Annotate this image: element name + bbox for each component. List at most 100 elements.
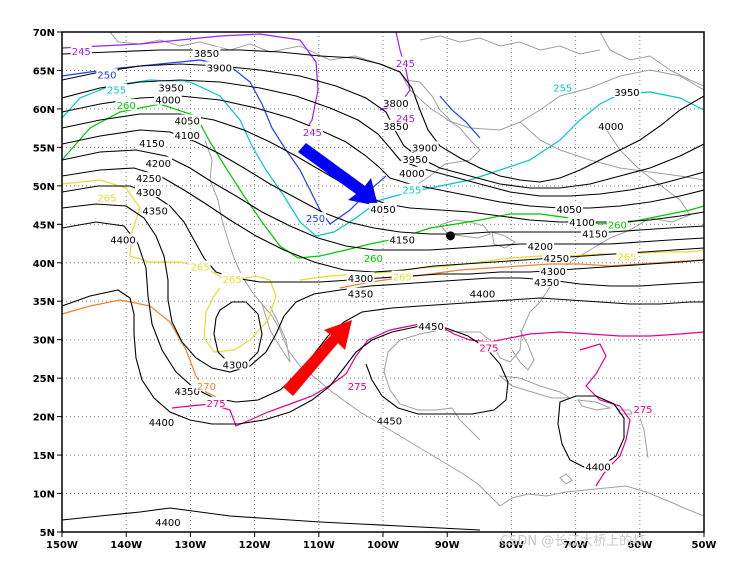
height-contour-label: 4050 <box>555 202 583 216</box>
height-contour-label: 4250 <box>542 252 571 265</box>
svg-text:4300: 4300 <box>540 267 565 278</box>
lat-tick-label: 20N <box>33 413 55 424</box>
lon-tick-label: 120W <box>239 540 271 551</box>
height-contour-label: 3950 <box>401 152 429 166</box>
svg-text:245: 245 <box>396 114 415 125</box>
lat-tick-label: 55N <box>33 143 55 154</box>
temperature-contour-label: 245 <box>301 126 323 139</box>
svg-text:4000: 4000 <box>598 122 623 133</box>
height-contour-label: 4350 <box>141 204 169 217</box>
lon-tick-label: 70W <box>563 540 588 551</box>
northwesterly-flow-arrow <box>298 143 378 206</box>
height-contour-label: 4400 <box>154 516 182 529</box>
height-contour-label: 4000 <box>597 119 625 133</box>
svg-text:4100: 4100 <box>569 218 594 229</box>
svg-text:255: 255 <box>553 83 572 94</box>
lat-tick-label: 60N <box>33 105 55 116</box>
temperature-contour-label: 265 <box>616 250 638 264</box>
svg-text:3900: 3900 <box>412 143 437 154</box>
temperature-contour-label: 260 <box>362 252 384 265</box>
lon-tick-label: 100W <box>367 540 399 551</box>
lon-tick-label: 90W <box>435 540 460 551</box>
svg-text:4100: 4100 <box>174 131 199 142</box>
lon-tick-label: 110W <box>303 540 335 551</box>
latitude-axis: 70N 65N 60N 55N 50N 45N 40N 35N 30N 25N 20N 15N 10N 5… <box>33 28 62 539</box>
temperature-contour-label: 265 <box>391 270 413 284</box>
svg-text:4000: 4000 <box>399 169 424 180</box>
height-contour-label: 4350 <box>173 385 201 398</box>
svg-text:250: 250 <box>306 214 325 225</box>
svg-text:4300: 4300 <box>348 274 373 285</box>
svg-text:245: 245 <box>303 128 322 139</box>
temperature-contour-label: 265 <box>221 272 243 286</box>
lon-tick-label: 50W <box>692 540 717 551</box>
svg-text:4250: 4250 <box>544 254 569 265</box>
svg-text:3850: 3850 <box>194 49 219 60</box>
lat-lon-grid <box>62 32 704 532</box>
temperature-contour-label: 260 <box>115 99 137 112</box>
svg-text:265: 265 <box>617 253 636 264</box>
height-contour-label: 4050 <box>369 202 397 216</box>
lat-tick-label: 35N <box>33 297 55 308</box>
lat-tick-label: 40N <box>33 259 55 270</box>
height-contour-label: 4400 <box>147 416 176 429</box>
temperature-contour-label: 245 <box>394 56 417 70</box>
temperature-contour-label: 275 <box>205 396 227 410</box>
svg-text:4000: 4000 <box>155 96 180 107</box>
temperature-contour-label: 255 <box>552 81 574 94</box>
svg-text:275: 275 <box>479 343 498 354</box>
height-contour-label: 4400 <box>109 233 137 247</box>
height-contour-label: 4200 <box>144 156 173 170</box>
height-contour-label: 4350 <box>346 287 375 301</box>
height-contour-label: 4300 <box>346 272 375 285</box>
svg-text:260: 260 <box>117 101 136 112</box>
svg-text:265: 265 <box>223 275 242 286</box>
height-contour-label: 4150 <box>581 227 609 241</box>
temperature-contour-label: 245 <box>394 112 417 125</box>
svg-text:4400: 4400 <box>585 463 610 474</box>
svg-text:4250: 4250 <box>136 174 161 185</box>
height-contour-label: 4350 <box>532 276 561 289</box>
height-contour-label: 4300 <box>134 186 163 199</box>
height-contour-label: 3800 <box>382 96 410 110</box>
height-contour-label: 4450 <box>417 319 445 333</box>
height-contour-label: 4000 <box>154 93 182 107</box>
lon-tick-label: 150W <box>46 540 78 551</box>
svg-text:265: 265 <box>190 263 209 274</box>
svg-text:4050: 4050 <box>370 205 395 216</box>
lat-tick-label: 70N <box>33 28 55 39</box>
temperature-contour-label: 275 <box>632 402 654 416</box>
temperature-contour-label: 265 <box>189 260 211 274</box>
height-contour-label: 3850 <box>382 119 410 133</box>
location-marker <box>445 231 455 241</box>
svg-text:4450: 4450 <box>377 416 402 427</box>
svg-text:4400: 4400 <box>155 518 180 529</box>
svg-text:4150: 4150 <box>390 236 415 247</box>
svg-text:4350: 4350 <box>348 290 373 301</box>
height-contour-label: 4400 <box>584 460 612 474</box>
temperature-contour-label: 255 <box>401 183 423 197</box>
svg-text:4400: 4400 <box>149 418 174 429</box>
height-contour-label: 4150 <box>138 136 166 150</box>
svg-text:3950: 3950 <box>614 88 639 99</box>
svg-text:4350: 4350 <box>534 278 559 289</box>
lon-tick-label: 60W <box>627 540 652 551</box>
lat-tick-label: 50N <box>33 182 55 193</box>
temperature-contour-label: 250 <box>304 212 327 225</box>
temperature-contour-label: 265 <box>96 191 118 204</box>
temperature-contour-label: 255 <box>105 83 128 97</box>
svg-text:275: 275 <box>633 405 652 416</box>
svg-text:3900: 3900 <box>207 63 232 74</box>
height-contour-label: 3850 <box>192 46 221 60</box>
temperature-contour-label: 275 <box>346 379 368 393</box>
height-contour-label: 3900 <box>410 141 439 154</box>
svg-text:4050: 4050 <box>174 116 199 127</box>
svg-text:4350: 4350 <box>142 206 167 217</box>
height-contour-label: 4000 <box>398 166 426 180</box>
lon-tick-label: 130W <box>174 540 206 551</box>
svg-text:4350: 4350 <box>174 387 199 398</box>
svg-text:4200: 4200 <box>146 159 171 170</box>
lat-tick-label: 25N <box>33 374 55 385</box>
svg-text:4300: 4300 <box>136 188 161 199</box>
